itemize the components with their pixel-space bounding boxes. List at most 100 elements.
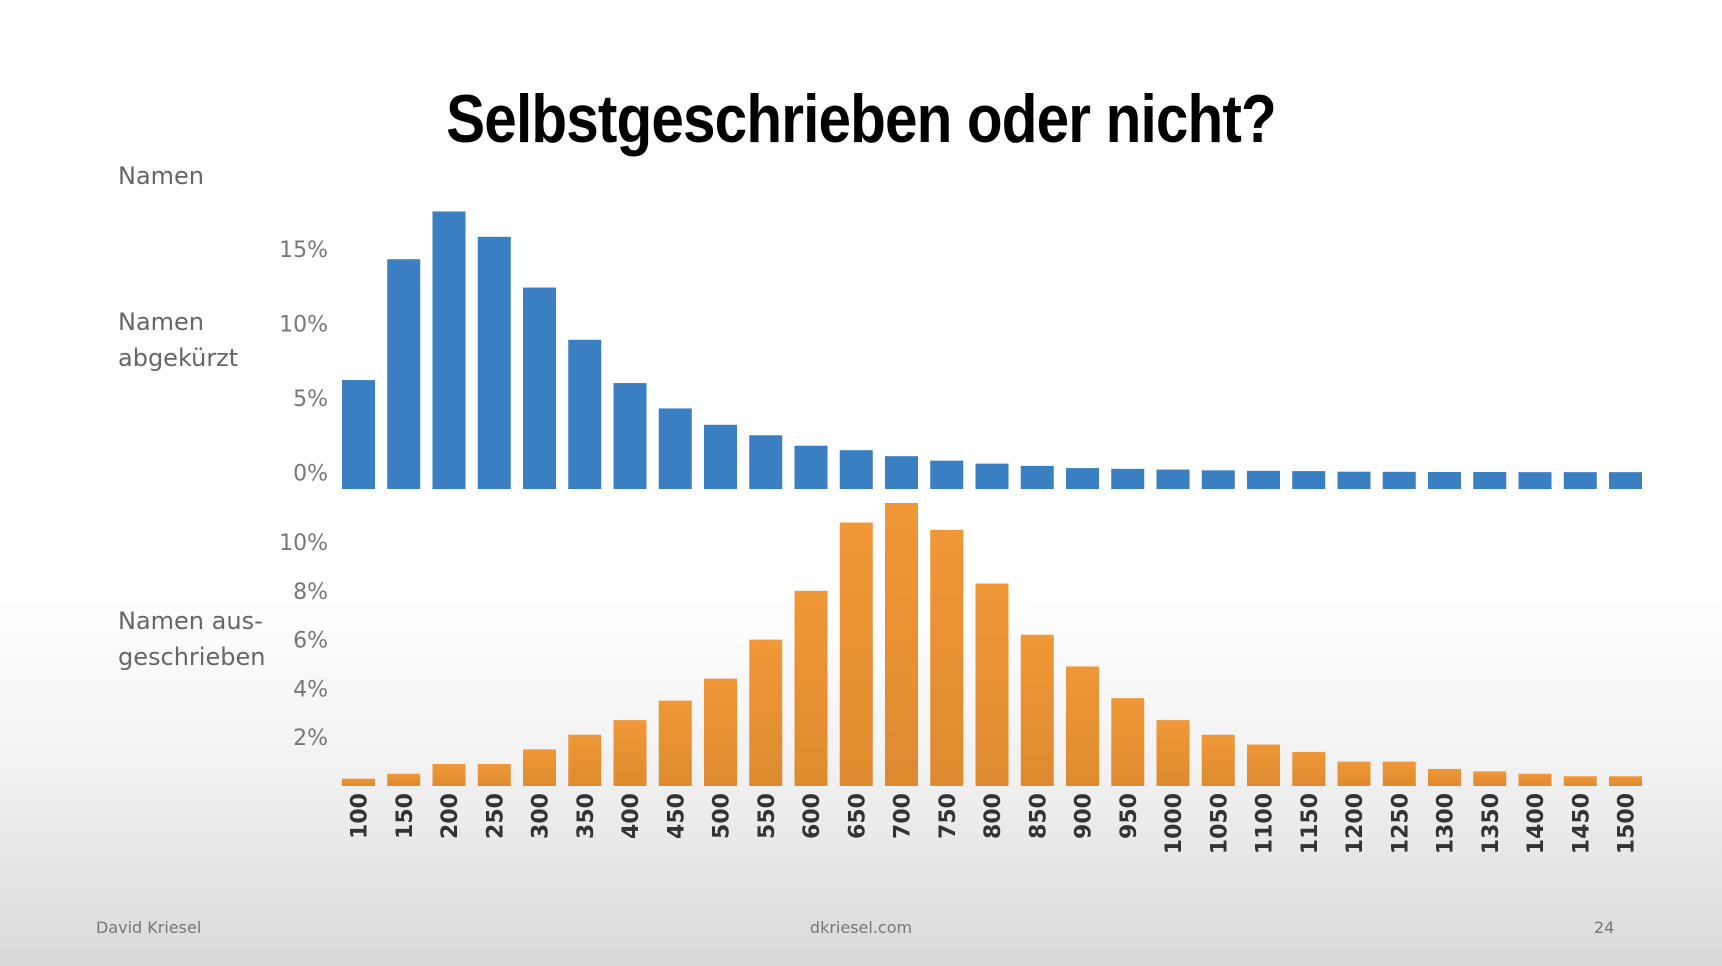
xtick-label: 250 (483, 793, 508, 839)
ausgeschrieben-bar-1200 (1337, 761, 1371, 786)
xtick-label: 1050 (1207, 793, 1232, 854)
xtick-label: 1500 (1615, 793, 1640, 854)
ausgeschrieben-bar-1350 (1473, 771, 1507, 786)
abgekuerzt-bar-600 (794, 445, 828, 489)
xtick-label: 1000 (1162, 793, 1187, 854)
ausgeschrieben-bar-950 (1111, 698, 1145, 786)
abgekuerzt-bar-350 (568, 339, 602, 489)
abgekuerzt-bar-1000 (1156, 469, 1190, 489)
top-ytick-label: 15% (279, 238, 328, 263)
abgekuerzt-bar-100 (342, 380, 375, 489)
xtick-label: 500 (710, 793, 735, 839)
xtick-label: 900 (1072, 793, 1097, 839)
abgekuerzt-bar-500 (704, 424, 737, 489)
footer-website: dkriesel.com (809, 918, 913, 937)
abgekuerzt-bar-850 (1020, 465, 1054, 489)
ausgeschrieben-bar-800 (975, 583, 1009, 786)
abgekuerzt-bar-550 (749, 435, 783, 489)
abgekuerzt-bar-800 (975, 463, 1009, 489)
abgekuerzt-bar-150 (387, 259, 421, 489)
ausgeschrieben-bar-900 (1066, 666, 1099, 786)
xtick-label: 850 (1026, 793, 1051, 839)
ausgeschrieben-bar-1050 (1201, 734, 1235, 786)
label-namen: Namen (118, 162, 205, 190)
top-ytick-label: 0% (293, 462, 328, 487)
abgekuerzt-bar-900 (1066, 468, 1099, 489)
xtick-label: 1300 (1434, 793, 1459, 854)
ausgeschrieben-bar-850 (1020, 634, 1054, 786)
ausgeschrieben-bar-600 (794, 590, 828, 786)
xtick-label: 200 (438, 793, 463, 839)
abgekuerzt-bar-950 (1111, 468, 1145, 489)
xtick-label: 1400 (1524, 793, 1549, 854)
top-bar-series (342, 211, 1642, 489)
ausgeschrieben-bar-1300 (1428, 768, 1461, 786)
abgekuerzt-bar-1050 (1201, 470, 1235, 489)
bottom-y-axis: 2% 4% 6% 8% 10% (279, 531, 328, 751)
footer-author: David Kriesel (96, 918, 202, 937)
ausgeschrieben-bar-1250 (1382, 761, 1416, 786)
bottom-ytick-label: 6% (293, 629, 328, 654)
top-ytick-label: 5% (293, 387, 328, 412)
ausgeschrieben-bar-550 (749, 639, 783, 786)
xtick-label: 350 (574, 793, 599, 839)
ausgeschrieben-bar-1000 (1156, 720, 1190, 786)
xtick-label: 1350 (1479, 793, 1504, 854)
bottom-bar-series (342, 503, 1642, 786)
ausgeschrieben-bar-1150 (1292, 751, 1326, 786)
ausgeschrieben-bar-1100 (1247, 744, 1280, 786)
abgekuerzt-bar-1350 (1473, 471, 1507, 489)
label-namen-ausgeschrieben-1: Namen aus- (118, 607, 263, 635)
ausgeschrieben-bar-500 (704, 678, 737, 786)
label-namen-abgekuerzt-2: abgekürzt (118, 344, 239, 372)
ausgeschrieben-bar-1500 (1609, 776, 1642, 786)
xtick-label: 1150 (1298, 793, 1323, 854)
ausgeschrieben-bar-450 (658, 700, 692, 786)
xtick-label: 1250 (1388, 793, 1413, 854)
ausgeschrieben-bar-350 (568, 734, 602, 786)
xtick-label: 550 (755, 793, 780, 839)
abgekuerzt-bar-650 (839, 450, 873, 489)
xtick-label: 800 (981, 793, 1006, 839)
abgekuerzt-bar-450 (658, 408, 692, 489)
footer-page-number: 24 (1594, 918, 1615, 937)
bottom-ytick-label: 2% (293, 726, 328, 751)
ausgeschrieben-bar-700 (885, 503, 918, 786)
ausgeschrieben-bar-250 (477, 764, 511, 786)
abgekuerzt-bar-1300 (1428, 471, 1461, 489)
abgekuerzt-bar-1100 (1247, 470, 1280, 489)
ausgeschrieben-bar-200 (432, 764, 466, 786)
ausgeschrieben-bar-100 (342, 778, 375, 786)
xtick-label: 950 (1117, 793, 1142, 839)
xtick-label: 1200 (1343, 793, 1368, 854)
xtick-label: 1100 (1253, 793, 1278, 854)
xtick-label: 1450 (1569, 793, 1594, 854)
label-namen-abgekuerzt-1: Namen (118, 308, 205, 336)
xtick-label: 650 (845, 793, 870, 839)
abgekuerzt-bar-400 (613, 383, 647, 489)
ausgeschrieben-bar-400 (613, 720, 647, 786)
abgekuerzt-bar-300 (523, 287, 556, 489)
label-namen-ausgeschrieben-2: geschrieben (118, 643, 266, 671)
abgekuerzt-bar-250 (477, 236, 511, 489)
ausgeschrieben-bar-1450 (1563, 776, 1597, 786)
abgekuerzt-bar-1200 (1337, 471, 1371, 489)
ausgeschrieben-bar-1400 (1518, 773, 1552, 786)
abgekuerzt-bar-1400 (1518, 472, 1552, 489)
ausgeschrieben-bar-300 (523, 749, 556, 786)
xtick-label: 300 (529, 793, 554, 839)
ausgeschrieben-bar-650 (839, 522, 873, 786)
bottom-ytick-label: 4% (293, 677, 328, 702)
xtick-label: 100 (348, 793, 373, 839)
abgekuerzt-bar-1250 (1382, 471, 1416, 489)
abgekuerzt-bar-1450 (1563, 472, 1597, 489)
slide-title: Selbstgeschrieben oder nicht? (446, 81, 1277, 157)
ausgeschrieben-bar-750 (930, 529, 964, 786)
xtick-label: 400 (619, 793, 644, 839)
xtick-label: 150 (393, 793, 418, 839)
abgekuerzt-bar-750 (930, 460, 964, 489)
xtick-label: 750 (936, 793, 961, 839)
bottom-ytick-label: 10% (279, 531, 328, 556)
x-axis: 100 150 200 250 300 350 400 450 500 550 600 650 700 7… (348, 793, 1640, 854)
xtick-label: 450 (664, 793, 689, 839)
